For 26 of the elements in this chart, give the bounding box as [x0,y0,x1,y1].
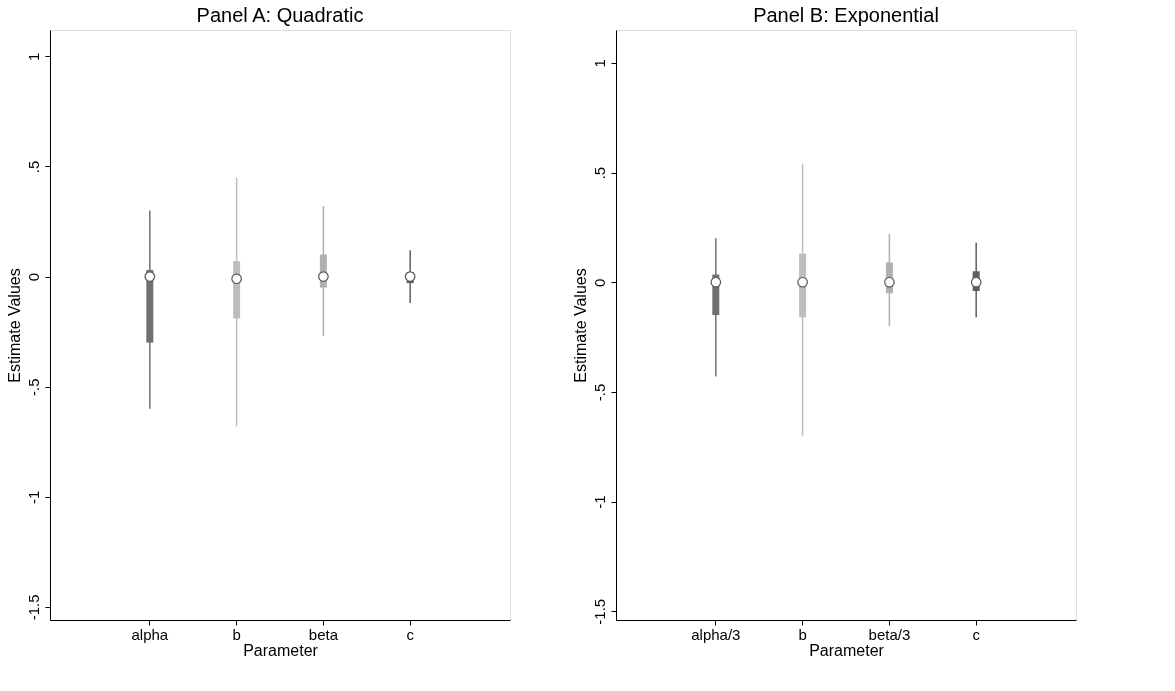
x-tick-label: c [406,625,415,643]
x-tick-label: alpha/3 [691,625,741,643]
x-tick-label: b [798,625,807,643]
x-tick-label: c [972,625,981,643]
y-axis-title: Estimate Values [5,268,23,383]
y-tick-label: -1 [24,490,42,504]
x-tick-label: b [232,625,241,643]
y-tick-label: .5 [590,166,608,180]
x-tick-label: beta [308,625,339,643]
y-tick-label: 1 [590,59,608,68]
y-tick-label: 0 [24,272,42,282]
y-tick-label: -1.5 [590,598,608,625]
y-tick-label: .5 [24,160,42,174]
y-tick-label: -1.5 [24,594,42,621]
x-tick-label: alpha [131,625,169,643]
chart-title: Panel A: Quadratic [196,4,364,26]
y-tick-label: -1 [590,495,608,509]
y-tick-label: -.5 [590,383,608,402]
x-axis-title: Parameter [243,641,319,659]
x-axis-title: Parameter [809,641,885,659]
chart-title: Panel B: Exponential [753,4,939,26]
y-axis-title: Estimate Values [571,268,589,383]
y-tick-label: 1 [24,52,42,62]
x-tick-label: beta/3 [868,625,911,643]
y-tick-label: -.5 [24,378,42,396]
y-tick-label: 0 [590,278,608,287]
